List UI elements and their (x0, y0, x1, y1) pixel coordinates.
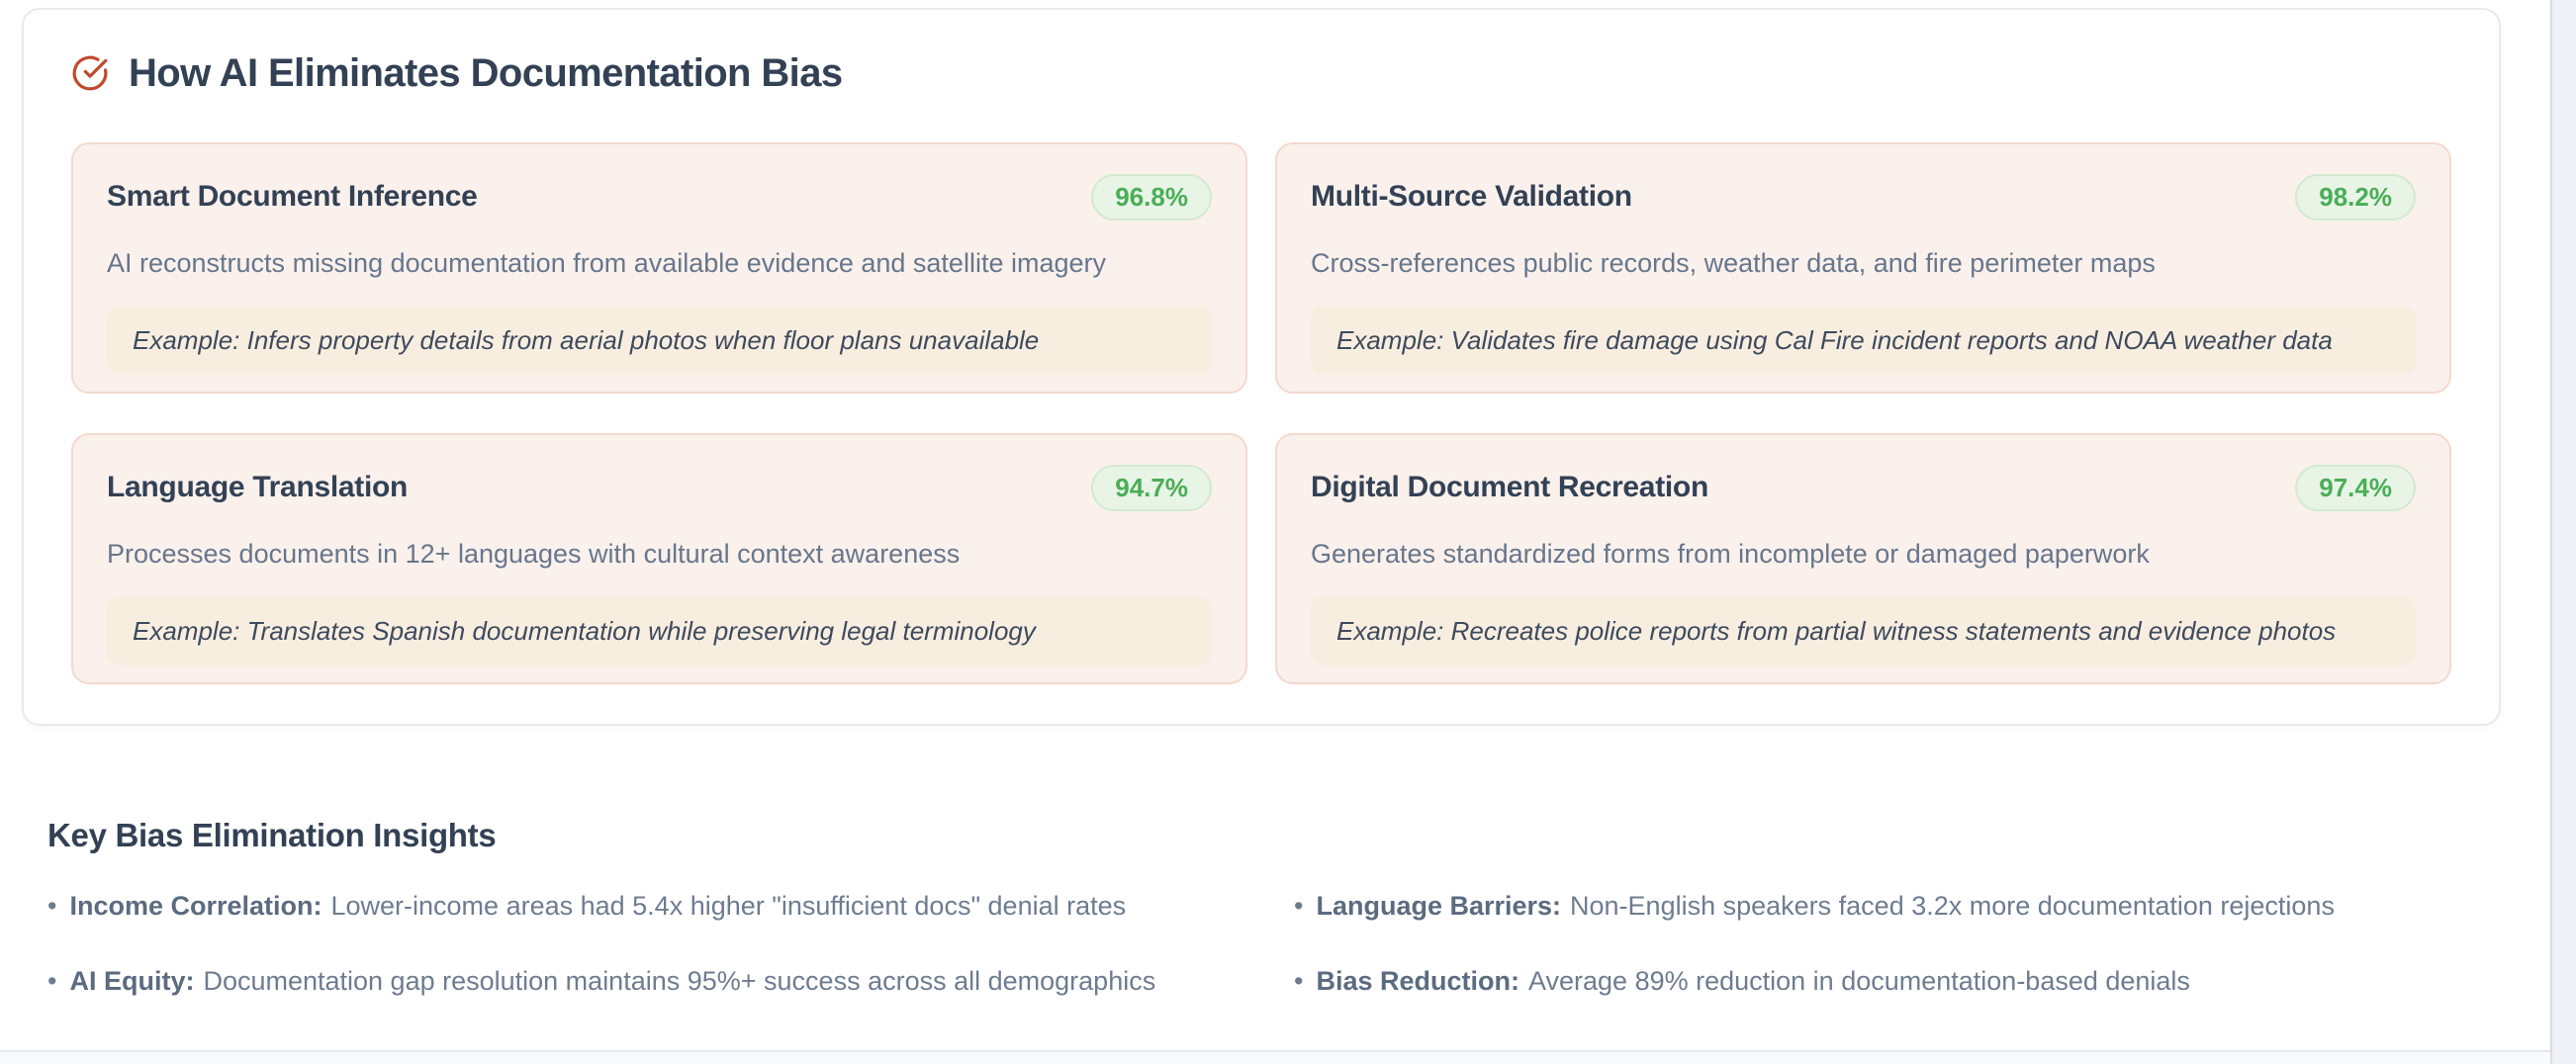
insight-item-ai-equity: • AI Equity: Documentation gap resolution … (47, 965, 1284, 999)
method-description: Cross-references public records, weather… (1311, 247, 2156, 278)
circle-check-icon (71, 54, 109, 92)
card-header: Smart Document Inference 96.8% (107, 174, 1212, 221)
accuracy-badge: 96.8% (1091, 174, 1212, 221)
documentation-bias-panel: How AI Eliminates Documentation Bias Sma… (22, 8, 2501, 726)
insight-item-language-barriers: • Language Barriers: Non-English speakers … (1294, 890, 2530, 924)
accuracy-badge: 94.7% (1091, 465, 1212, 511)
insight-term: Bias Reduction: (1316, 965, 1519, 996)
method-example: Example: Translates Spanish documentatio… (107, 595, 1212, 666)
insight-term: AI Equity: (69, 965, 195, 996)
method-description: Generates standardized forms from incomp… (1311, 538, 2150, 569)
accuracy-badge: 97.4% (2295, 465, 2416, 511)
method-description: Processes documents in 12+ languages wit… (107, 538, 961, 569)
insight-item-income-correlation: • Income Correlation: Lower-income areas h… (47, 890, 1284, 924)
insights-section: Key Bias Elimination Insights • Income Co… (47, 817, 2530, 999)
card-header: Multi-Source Validation 98.2% (1311, 174, 2416, 221)
insight-text: Non-English speakers faced 3.2x more doc… (1570, 891, 2335, 921)
bullet-icon: • (1294, 965, 1304, 996)
method-description: AI reconstructs missing documentation fr… (107, 247, 1106, 278)
bullet-icon: • (47, 965, 57, 996)
method-card-smart-document-inference: Smart Document Inference 96.8% AI recons… (71, 142, 1247, 394)
method-card-digital-document-recreation: Digital Document Recreation 97.4% Genera… (1275, 433, 2451, 684)
insight-item-bias-reduction: • Bias Reduction: Average 89% reduction in… (1294, 965, 2530, 999)
page-title: How AI Eliminates Documentation Bias (129, 50, 843, 95)
card-header: Language Translation 94.7% (107, 465, 1212, 511)
method-title: Smart Document Inference (107, 180, 478, 214)
bullet-icon: • (47, 891, 57, 921)
insight-term: Income Correlation: (69, 891, 322, 921)
method-title: Multi-Source Validation (1311, 180, 1632, 214)
card-header: Digital Document Recreation 97.4% (1311, 465, 2416, 511)
insights-title: Key Bias Elimination Insights (47, 817, 497, 853)
scrollbar-track[interactable] (2550, 0, 2576, 1064)
accuracy-badge: 98.2% (2295, 174, 2416, 221)
methods-grid: Smart Document Inference 96.8% AI recons… (71, 142, 2451, 684)
method-title: Digital Document Recreation (1311, 471, 1708, 504)
method-example: Example: Validates fire damage using Cal… (1311, 305, 2416, 376)
insights-grid: • Income Correlation: Lower-income areas h… (47, 890, 2530, 999)
method-example: Example: Infers property details from ae… (107, 305, 1212, 376)
insight-term: Language Barriers: (1316, 891, 1562, 921)
method-example: Example: Recreates police reports from p… (1311, 595, 2416, 666)
panel-header: How AI Eliminates Documentation Bias (71, 47, 2451, 99)
next-section-divider (0, 1050, 2550, 1064)
method-title: Language Translation (107, 471, 409, 504)
insight-text: Lower-income areas had 5.4x higher "insu… (330, 891, 1127, 921)
insight-text: Average 89% reduction in documentation-b… (1527, 965, 2190, 996)
insight-text: Documentation gap resolution maintains 9… (203, 965, 1156, 996)
method-card-language-translation: Language Translation 94.7% Processes doc… (71, 433, 1247, 684)
method-card-multi-source-validation: Multi-Source Validation 98.2% Cross-refe… (1275, 142, 2451, 394)
bullet-icon: • (1294, 891, 1304, 921)
